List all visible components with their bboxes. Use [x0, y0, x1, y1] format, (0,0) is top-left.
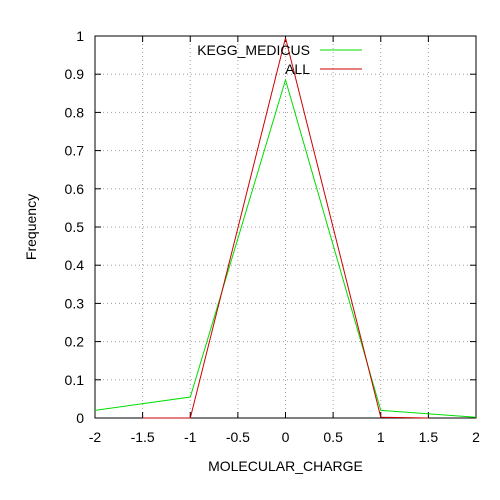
y-tick-label: 0.8	[65, 104, 85, 120]
x-tick-label: 0.5	[323, 429, 343, 445]
x-tick-label: -1	[184, 429, 197, 445]
y-tick-label: 0.3	[65, 295, 85, 311]
y-tick-label: 0.6	[65, 181, 85, 197]
y-tick-label: 0.2	[65, 334, 85, 350]
y-tick-label: 0.7	[65, 143, 85, 159]
x-axis-tick-labels: -2 -1.5 -1 -0.5 0 0.5 1 1.5 2	[89, 429, 480, 445]
grid-lines	[95, 36, 476, 418]
x-axis-label: MOLECULAR_CHARGE	[208, 458, 363, 474]
y-tick-label: 0.4	[65, 257, 85, 273]
x-tick-label: 1	[377, 429, 385, 445]
x-tick-label: -0.5	[226, 429, 250, 445]
x-tick-label: 2	[472, 429, 480, 445]
y-tick-label: 0.9	[65, 66, 85, 82]
legend: KEGG_MEDICUS ALL	[197, 42, 362, 77]
series-line-all	[142, 37, 429, 419]
x-tick-label: -1.5	[131, 429, 155, 445]
y-tick-label: 1	[76, 28, 84, 44]
y-tick-label: 0	[76, 410, 84, 426]
x-tick-label: -2	[89, 429, 102, 445]
y-axis-label: Frequency	[23, 194, 39, 260]
series-line-kegg-medicus	[94, 78, 477, 418]
data-series	[94, 37, 477, 419]
legend-label-all: ALL	[285, 61, 310, 77]
y-axis-tick-labels: 0 0.1 0.2 0.3 0.4 0.5 0.6 0.7 0.8 0.9 1	[65, 28, 85, 426]
legend-label-kegg-medicus: KEGG_MEDICUS	[197, 42, 310, 58]
x-tick-label: 1.5	[419, 429, 439, 445]
x-tick-label: 0	[282, 429, 290, 445]
y-tick-label: 0.5	[65, 219, 85, 235]
y-tick-label: 0.1	[65, 372, 85, 388]
